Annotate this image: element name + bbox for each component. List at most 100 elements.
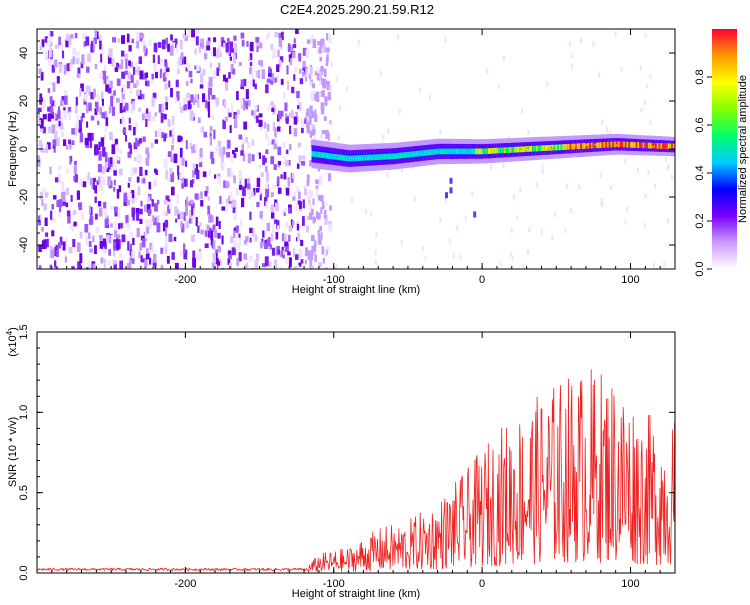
ridge-core — [356, 155, 359, 162]
noise-cell — [270, 192, 274, 197]
noise-cell — [259, 211, 263, 219]
noise-cell — [197, 225, 200, 233]
noise-cell — [194, 168, 197, 175]
noise-cell — [45, 232, 49, 237]
ridge-core — [639, 142, 642, 149]
noise-cell — [318, 46, 322, 54]
noise-cell — [600, 201, 603, 207]
ridge-core — [521, 146, 524, 153]
noise-cell — [53, 145, 56, 153]
noise-cell — [279, 188, 282, 194]
noise-cell — [191, 146, 194, 154]
noise-cell — [119, 149, 122, 154]
noise-cell — [200, 191, 203, 199]
noise-cell — [64, 95, 68, 105]
ridge-core — [405, 151, 409, 158]
noise-cell — [291, 86, 295, 94]
noise-cell — [266, 134, 269, 140]
ridge-core — [608, 141, 611, 148]
ridge-core — [327, 153, 330, 159]
noise-cell — [294, 67, 298, 74]
noise-cell — [99, 40, 102, 50]
noise-cell — [259, 241, 263, 249]
noise-cell — [251, 154, 255, 162]
noise-cell — [319, 56, 322, 62]
noise-cell — [179, 147, 183, 158]
noise-cell — [131, 250, 136, 259]
ridge-core — [576, 143, 579, 150]
noise-cell — [94, 245, 97, 254]
noise-cell — [171, 252, 175, 260]
noise-cell — [265, 188, 270, 198]
noise-cell — [382, 134, 385, 140]
noise-cell — [233, 153, 237, 158]
noise-cell — [167, 43, 170, 52]
noise-cell — [233, 240, 238, 247]
noise-cell — [522, 263, 525, 269]
noise-cell — [93, 88, 96, 98]
noise-cell — [192, 179, 195, 184]
noise-cell — [216, 173, 219, 179]
noise-cell — [213, 229, 218, 238]
noise-cell — [312, 198, 315, 205]
noise-cell — [217, 245, 221, 253]
noise-cell — [212, 70, 217, 79]
noise-cell — [169, 130, 172, 137]
noise-cell — [314, 109, 317, 116]
noise-cell — [164, 244, 168, 254]
noise-cell — [205, 223, 208, 231]
noise-cell — [241, 198, 245, 208]
ridge-core — [580, 143, 583, 149]
ridge-core — [525, 146, 528, 152]
noise-cell — [244, 178, 247, 188]
noise-cell — [221, 161, 225, 170]
noise-cell — [114, 67, 119, 72]
noise-cell — [91, 181, 95, 189]
noise-cell — [219, 147, 223, 157]
noise-cell — [77, 67, 81, 74]
noise-cell — [113, 170, 117, 176]
noise-cell — [335, 76, 338, 82]
noise-cell — [63, 90, 68, 96]
noise-cell — [97, 120, 100, 126]
noise-cell — [106, 79, 110, 85]
noise-cell — [168, 204, 172, 210]
noise-cell — [55, 123, 60, 129]
noise-cell — [92, 235, 95, 242]
noise-cell — [122, 84, 126, 94]
noise-cell — [58, 63, 62, 73]
noise-cell — [110, 162, 113, 168]
noise-cell — [164, 226, 168, 237]
noise-cell — [61, 181, 65, 192]
noise-cell — [132, 194, 135, 203]
ridge-core — [542, 145, 546, 151]
ridge-speckle — [404, 155, 408, 157]
ridge-core — [494, 147, 498, 154]
noise-cell — [275, 74, 279, 83]
noise-cell — [273, 143, 277, 150]
noise-cell — [106, 167, 110, 172]
noise-cell — [387, 128, 390, 134]
noise-cell — [499, 261, 502, 267]
noise-cell — [54, 100, 57, 109]
ridge-core — [432, 149, 435, 155]
noise-cell — [113, 179, 116, 186]
noise-cell — [155, 71, 158, 79]
noise-cell — [260, 172, 264, 178]
noise-cell — [305, 49, 310, 58]
ridge-speckle — [594, 143, 598, 146]
noise-cell — [279, 250, 283, 258]
noise-cell — [231, 202, 234, 208]
noise-cell — [73, 175, 76, 182]
noise-cell — [211, 51, 214, 57]
noise-cell — [196, 99, 200, 108]
noise-cell — [319, 225, 322, 232]
noise-cell — [184, 178, 188, 187]
snr-xtick-label: 100 — [621, 578, 639, 590]
noise-cell — [338, 105, 341, 111]
noise-cell — [252, 79, 255, 87]
spectrogram-ytick-label: 20 — [18, 95, 30, 107]
noise-cell — [103, 201, 107, 209]
noise-cell — [163, 199, 168, 205]
ridge-core — [534, 145, 537, 152]
